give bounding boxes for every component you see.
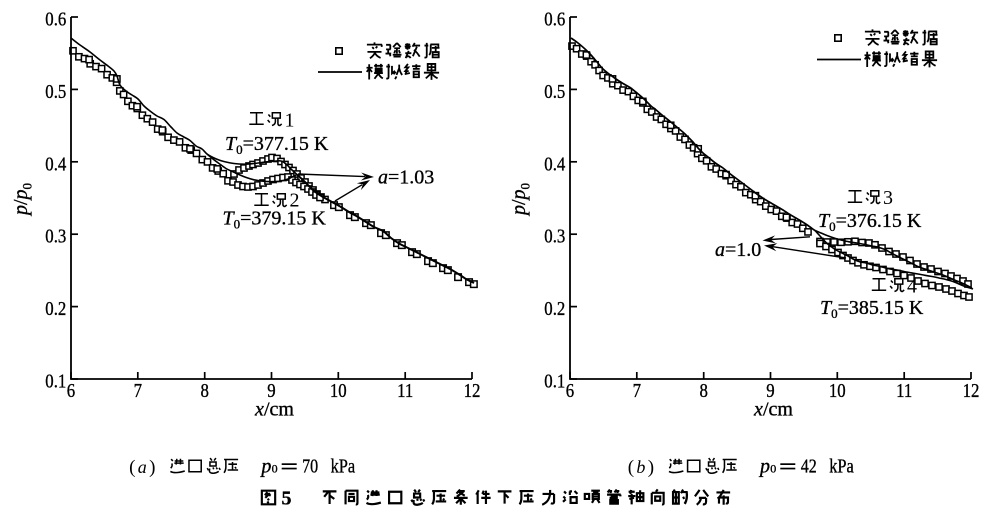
svg-text:10: 10 bbox=[829, 379, 846, 401]
svg-text:3: 3 bbox=[883, 187, 893, 209]
svg-text:0.3: 0.3 bbox=[45, 225, 66, 247]
svg-text:x/cm: x/cm bbox=[254, 399, 294, 421]
svg-text:4: 4 bbox=[907, 276, 917, 298]
svg-text:8: 8 bbox=[201, 379, 209, 401]
svg-text:8: 8 bbox=[700, 379, 708, 401]
svg-text:11: 11 bbox=[397, 379, 413, 401]
svg-text:6: 6 bbox=[67, 379, 75, 401]
svg-text:0.6: 0.6 bbox=[45, 8, 66, 30]
svg-text:0.1: 0.1 bbox=[544, 370, 565, 392]
svg-text:kPa: kPa bbox=[331, 455, 356, 477]
svg-text:): ) bbox=[149, 457, 155, 478]
svg-text:a=1.0: a=1.0 bbox=[715, 239, 761, 261]
svg-text:70: 70 bbox=[302, 455, 318, 477]
svg-text:p: p bbox=[758, 456, 770, 478]
svg-text:0.5: 0.5 bbox=[544, 81, 565, 103]
svg-text:12: 12 bbox=[464, 379, 481, 401]
svg-text:T0=377.15 K: T0=377.15 K bbox=[225, 133, 329, 157]
svg-text:12: 12 bbox=[963, 379, 980, 401]
svg-text:0.4: 0.4 bbox=[544, 153, 565, 175]
svg-text:T0=379.15 K: T0=379.15 K bbox=[223, 208, 327, 232]
svg-text:6: 6 bbox=[566, 379, 574, 401]
svg-text:11: 11 bbox=[896, 379, 912, 401]
svg-text:0.1: 0.1 bbox=[45, 370, 66, 392]
svg-text:9: 9 bbox=[267, 379, 275, 401]
svg-text:kPa: kPa bbox=[829, 455, 854, 477]
svg-text:0: 0 bbox=[272, 462, 278, 476]
svg-text:5: 5 bbox=[282, 488, 292, 510]
svg-text:): ) bbox=[648, 457, 654, 478]
svg-text:a: a bbox=[138, 457, 147, 477]
svg-text:0.3: 0.3 bbox=[544, 225, 565, 247]
svg-text:0: 0 bbox=[770, 462, 776, 476]
svg-text:x/cm: x/cm bbox=[753, 399, 793, 421]
svg-text:0.2: 0.2 bbox=[45, 298, 66, 320]
svg-text:p: p bbox=[259, 456, 271, 478]
svg-text:0.5: 0.5 bbox=[45, 81, 66, 103]
svg-text:a=1.03: a=1.03 bbox=[378, 167, 434, 189]
svg-text:7: 7 bbox=[633, 379, 641, 401]
svg-text:(: ( bbox=[628, 457, 634, 478]
svg-text:9: 9 bbox=[766, 379, 774, 401]
svg-text:42: 42 bbox=[801, 455, 817, 477]
svg-text:T0=376.15 K: T0=376.15 K bbox=[818, 210, 922, 234]
svg-text:7: 7 bbox=[134, 379, 142, 401]
svg-text:b: b bbox=[636, 457, 645, 477]
svg-text:10: 10 bbox=[330, 379, 347, 401]
svg-text:(: ( bbox=[129, 457, 135, 478]
svg-text:1: 1 bbox=[285, 110, 295, 132]
svg-text:T0=385.15 K: T0=385.15 K bbox=[820, 297, 924, 321]
svg-text:0.6: 0.6 bbox=[544, 8, 565, 30]
svg-text:0.2: 0.2 bbox=[544, 298, 565, 320]
svg-text:2: 2 bbox=[290, 190, 300, 212]
svg-text:0.4: 0.4 bbox=[45, 153, 66, 175]
